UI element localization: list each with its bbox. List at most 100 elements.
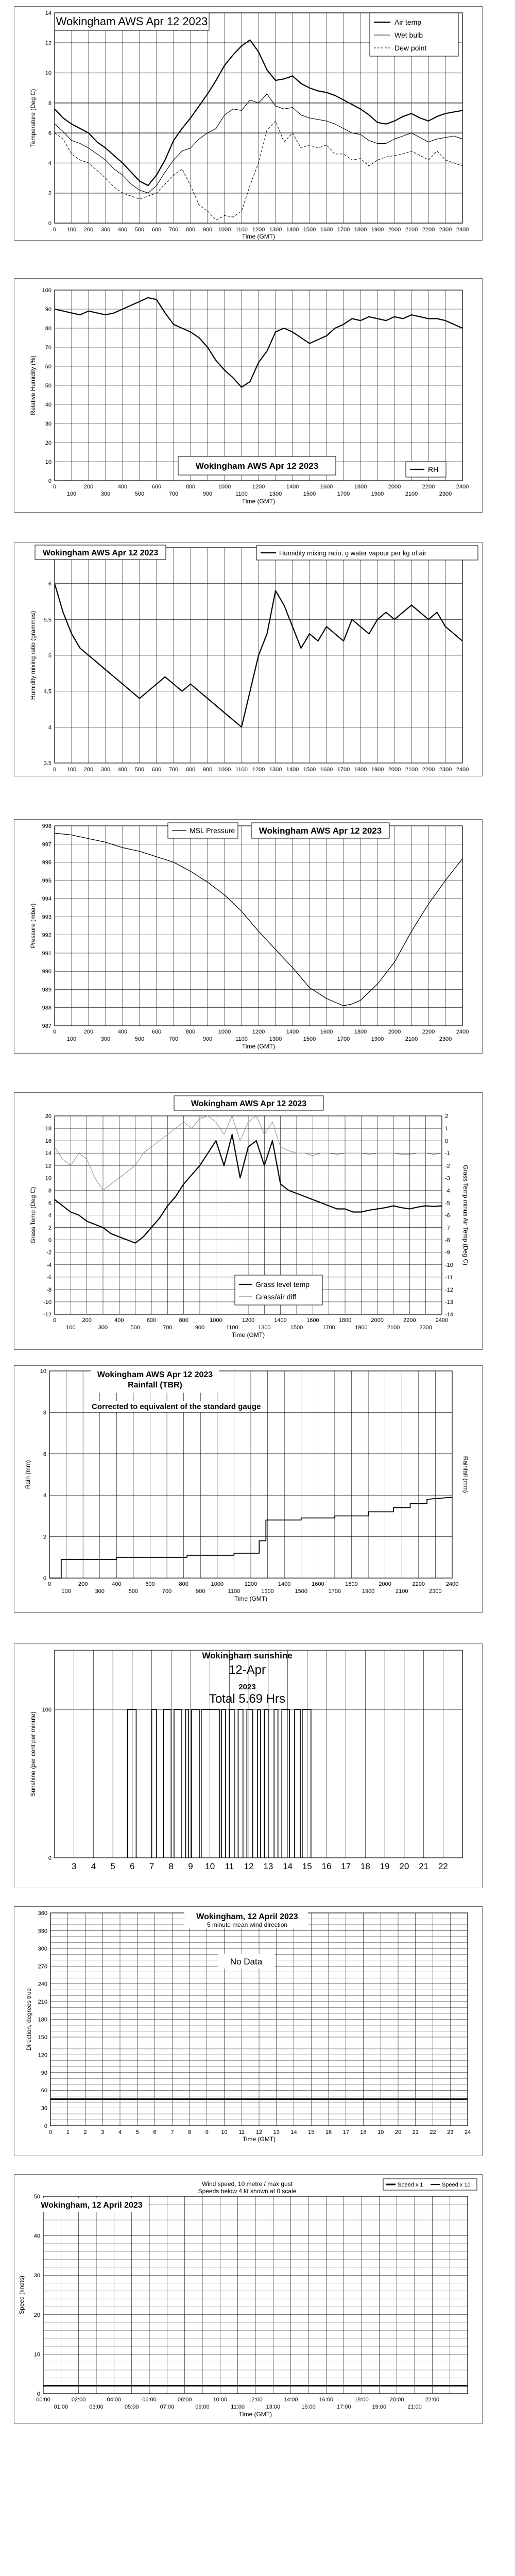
x-tick-label: 1900	[371, 1036, 384, 1042]
x-tick-label: 800	[186, 484, 195, 490]
chart-date-label: 12-Apr	[229, 1663, 266, 1677]
x-tick-label: 100	[67, 1036, 76, 1042]
x-tick-label: 1100	[235, 767, 248, 773]
y-tick-label: -10	[43, 1299, 52, 1306]
x-tick-label: 100	[67, 227, 76, 233]
x-tick-label: 3	[101, 2129, 104, 2136]
x-tick-label: 1400	[274, 1317, 286, 1324]
x-tick-label: 10	[221, 2129, 227, 2136]
sunshine-burst	[200, 1709, 220, 1858]
x-tick-label: 1800	[354, 1029, 367, 1035]
x-tick-label: 00:00	[36, 2397, 50, 2403]
y-right-tick-label: 2	[445, 1113, 448, 1120]
x-tick-label: 7	[170, 2129, 174, 2136]
y-tick-label: 90	[45, 307, 52, 313]
sunshine-burst	[185, 1709, 190, 1858]
y-tick-label: 10	[40, 1368, 46, 1375]
x-tick-label: 900	[203, 227, 212, 233]
x-tick-label: 1800	[354, 484, 367, 490]
y-tick-label: 6	[48, 581, 52, 587]
chart-legend: Speed x 1 Speed x 10	[383, 2178, 477, 2191]
legend-label: Speed x 1	[398, 2182, 423, 2188]
x-tick-label: 01:00	[54, 2404, 68, 2410]
y-tick-label: 8	[48, 1188, 52, 1194]
x-tick-label: 1500	[303, 491, 316, 497]
y-tick-label: 0	[48, 221, 52, 227]
chart-title-box	[91, 1367, 219, 1393]
x-tick-label: 700	[169, 767, 178, 773]
sunshine-burst	[294, 1709, 301, 1858]
chart-title: Wokingham sunshine	[202, 1651, 292, 1660]
x-tick-label: 1100	[226, 1325, 238, 1331]
x-tick-label: 600	[145, 1581, 154, 1587]
x-tick-label: 500	[135, 491, 144, 497]
x-tick-label: 1200	[242, 1317, 254, 1324]
y-tick-label: -12	[43, 1312, 52, 1318]
y-right-tick-label: -14	[445, 1312, 453, 1318]
x-tick-label: 400	[118, 484, 127, 490]
x-tick-label: 0	[53, 1029, 56, 1035]
x-tick-label: 2200	[422, 484, 435, 490]
x-tick-label: 100	[67, 767, 76, 773]
chart-title: Wokingham AWS Apr 12 2023	[191, 1099, 306, 1108]
x-tick-label: 300	[101, 491, 110, 497]
y-right-tick-label: -8	[445, 1238, 450, 1244]
y-tick-label: 10	[45, 1175, 52, 1181]
y-right-tick-label: -7	[445, 1225, 450, 1231]
x-tick-label: 1500	[303, 1036, 316, 1042]
y-right-tick-label: -2	[445, 1163, 450, 1169]
x-tick-label: 13:00	[266, 2404, 281, 2410]
x-tick-label: 400	[112, 1581, 121, 1587]
x-tick-label: 900	[195, 1325, 204, 1331]
y-tick-label: 120	[38, 2052, 47, 2058]
y-axis-label: Relative Humidity (%)	[29, 355, 37, 415]
y-right-tick-label: 0	[445, 1138, 448, 1144]
y-tick-label: 30	[41, 2106, 47, 2112]
y-tick-label: 990	[42, 969, 52, 975]
x-tick-label: 1900	[371, 227, 384, 233]
sunshine-burst	[302, 1709, 312, 1858]
x-tick-label: 11:00	[231, 2404, 245, 2410]
x-tick-label: 14	[283, 1861, 293, 1871]
y-tick-label: 270	[38, 1963, 47, 1970]
chart-subtitle: Wind speed, 10 metre / max gust	[202, 2180, 293, 2188]
y-tick-label: 0	[43, 1575, 46, 1582]
x-tick-label: 17:00	[337, 2404, 351, 2410]
x-tick-label: 2000	[388, 484, 401, 490]
x-tick-label: 15:00	[301, 2404, 316, 2410]
y-tick-label: 4	[48, 1213, 52, 1219]
y-tick-label: 5.5	[44, 617, 52, 623]
x-tick-label: 0	[53, 767, 56, 773]
series-line-msl-pressure	[54, 833, 463, 1006]
y-tick-label: 8	[43, 1410, 46, 1416]
y-tick-label: 4	[48, 724, 52, 731]
x-tick-label: 7	[149, 1861, 154, 1871]
chart-title: Wokingham AWS Apr 12 2023	[43, 549, 158, 557]
x-tick-label: 0	[48, 1581, 51, 1587]
x-axis-label: Time (GMT)	[234, 1595, 267, 1602]
x-tick-label: 300	[98, 1325, 108, 1331]
y-right-tick-label: -4	[445, 1188, 450, 1194]
x-tick-label: 900	[196, 1588, 205, 1595]
x-tick-label: 600	[152, 227, 161, 233]
y-tick-label: 3.5	[44, 760, 52, 767]
x-tick-label: 9	[205, 2129, 209, 2136]
x-tick-label: 11	[225, 1861, 234, 1871]
x-tick-label: 900	[203, 1036, 212, 1042]
chart-title-box	[251, 822, 390, 839]
x-tick-label: 22	[438, 1861, 448, 1871]
x-tick-label: 1500	[290, 1325, 303, 1331]
y-tick-label: 100	[42, 1707, 52, 1713]
y-tick-label: 70	[45, 345, 52, 351]
x-tick-label: 2100	[405, 491, 418, 497]
x-tick-label: 1400	[286, 227, 299, 233]
x-tick-label: 19	[380, 1861, 390, 1871]
x-tick-label: 1200	[252, 484, 265, 490]
legend-label: Wet bulb	[394, 31, 423, 39]
x-tick-label: 800	[186, 1029, 195, 1035]
y-axis-label: Rain (mm)	[24, 1460, 31, 1489]
chart-total-label: Total 5.69 Hrs	[209, 1692, 285, 1706]
sunshine-burst	[237, 1709, 244, 1858]
y-tick-label: 14	[45, 1150, 52, 1157]
x-tick-label: 200	[84, 767, 93, 773]
